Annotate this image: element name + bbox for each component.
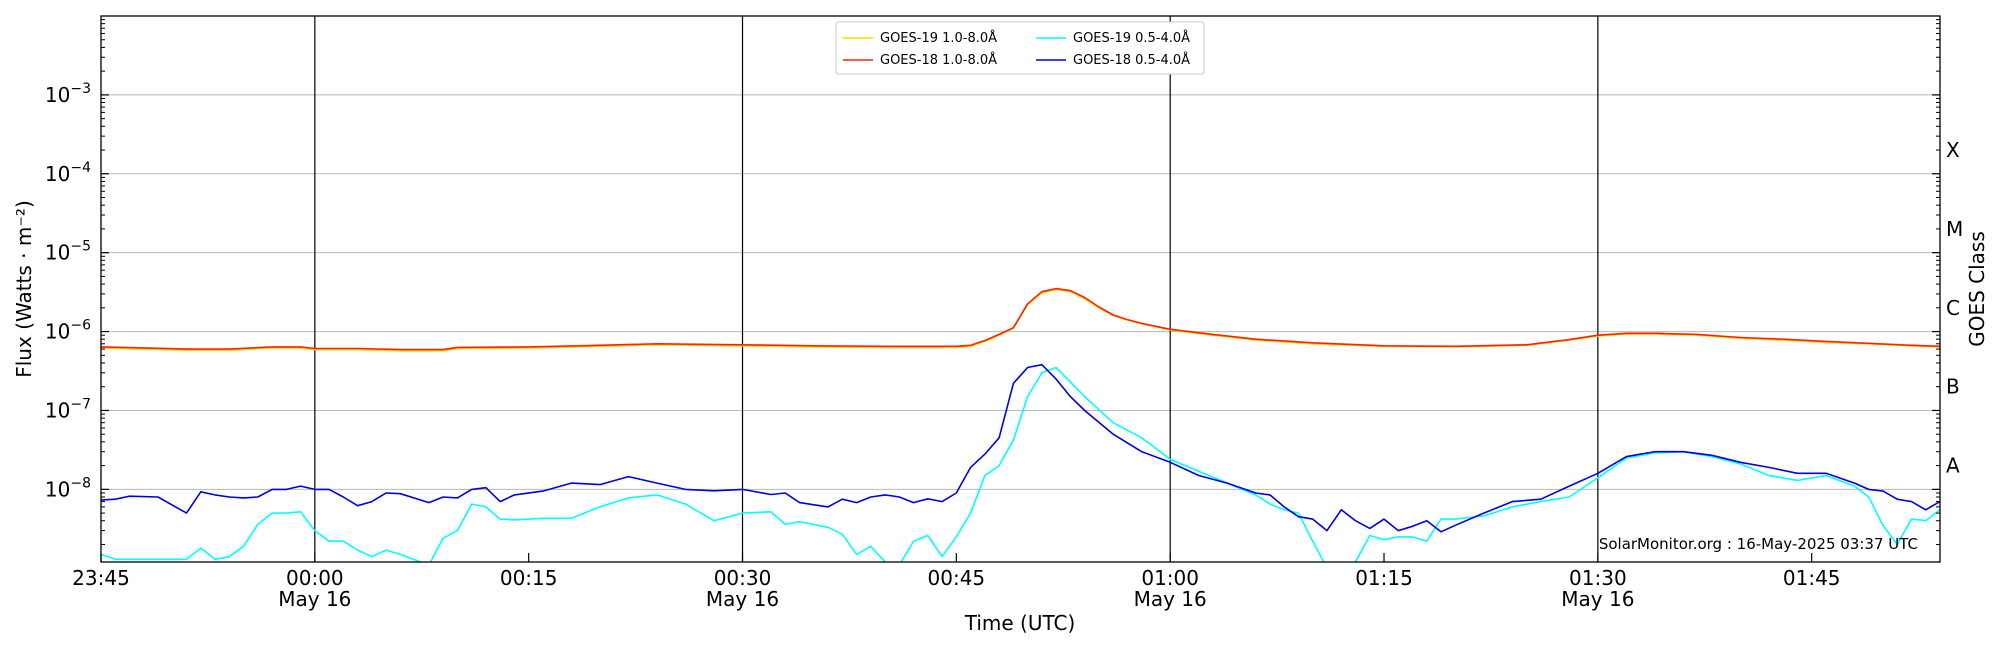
x-tick-label: 00:15 [500,566,558,590]
y-tick-labels: 10−3 10−4 10−5 10−6 10−7 10−8 [45,81,91,501]
goes-class-label: A [1946,454,1960,478]
x-tick-label: 00:45 [928,566,986,590]
y-tick-label: 10−4 [45,160,91,186]
y-tick-label: 10−5 [45,239,91,265]
x-tick-label: 01:15 [1355,566,1413,590]
plot-frame [100,15,1941,563]
x-axis-title: Time (UTC) [964,611,1076,635]
y-axis-title: Flux (Watts · m⁻²) [12,200,36,378]
vertical-marker-lines [314,16,1599,562]
y-tick-label: 10−8 [45,475,91,501]
x-tick-label: 00:00 [286,566,344,590]
watermark-text: SolarMonitor.org : 16-May-2025 03:37 UTC [1599,535,1918,553]
x-tick-label: 01:45 [1783,566,1841,590]
legend-label-goes18-long: GOES-18 1.0-8.0Å [880,52,997,68]
y-tick-label: 10−3 [45,81,91,107]
y-tick-label: 10−6 [45,318,91,344]
x-tick-date-label: May 16 [706,587,779,611]
goes-class-label: X [1946,138,1960,162]
y-tick-label: 10−7 [45,396,91,422]
axis-ticks [100,19,1940,562]
x-tick-date-label: May 16 [278,587,351,611]
goes-class-label: C [1946,296,1960,320]
series-line [101,363,1940,533]
series-lines [101,287,1940,562]
series-line [101,287,1940,351]
legend-box [835,21,1205,75]
x-tick-date-label: May 16 [1134,587,1207,611]
legend-label-goes19-long: GOES-19 1.0-8.0Å [880,30,997,46]
legend-label-goes18-short: GOES-18 0.5-4.0Å [1073,52,1190,68]
goes-class-labels: X M C B A [1946,138,1963,478]
grid-lines [101,94,1940,490]
series-line [101,288,1940,352]
legend: GOES-19 1.0-8.0Å GOES-18 1.0-8.0Å GOES-1… [835,21,1205,75]
x-tick-label: 00:30 [714,566,772,590]
series-line [101,366,1940,562]
x-tick-date-label: May 16 [1561,587,1634,611]
goes-class-label: B [1946,375,1960,399]
x-tick-label: 01:00 [1141,566,1199,590]
x-tick-label: 01:30 [1569,566,1627,590]
goes-class-label: M [1946,217,1963,241]
right-axis-title: GOES Class [1965,231,1989,347]
legend-label-goes19-short: GOES-19 0.5-4.0Å [1073,30,1190,46]
x-tick-label: 23:45 [72,566,130,590]
